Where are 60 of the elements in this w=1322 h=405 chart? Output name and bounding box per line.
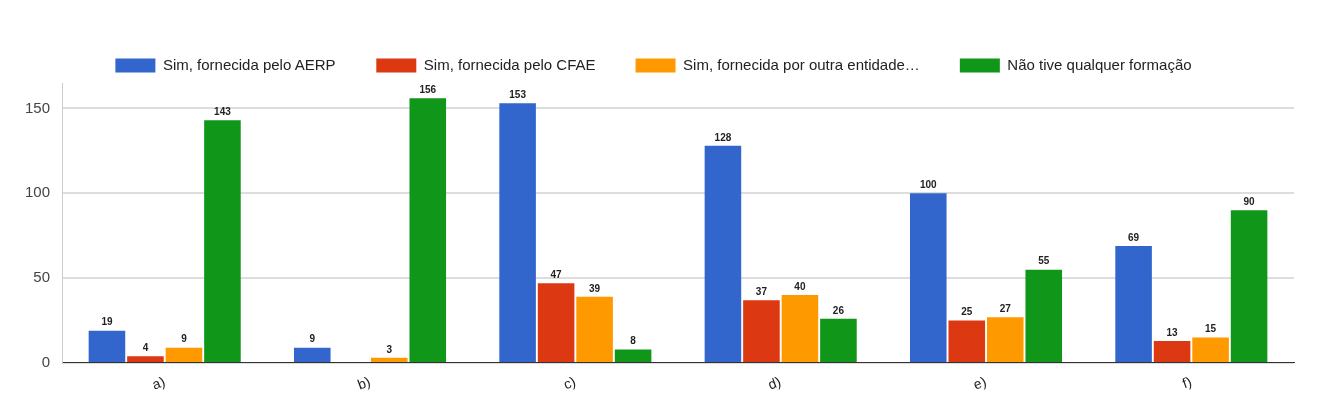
y-tick-label: 100 (25, 183, 51, 201)
bar (743, 300, 780, 362)
x-tick-label: c) (561, 373, 578, 393)
y-tick-label: 0 (41, 353, 51, 371)
x-tick-label: a) (149, 373, 168, 393)
bar (1230, 210, 1268, 362)
bar (986, 317, 1024, 362)
data-label: 40 (794, 280, 806, 292)
bar (1153, 340, 1191, 362)
legend-label: Sim, fornecida pelo CFAE (423, 55, 596, 73)
data-label: 25 (961, 306, 973, 318)
bar (165, 347, 203, 362)
bar (537, 283, 575, 362)
data-label: 8 (630, 335, 637, 347)
y-tick-label: 150 (25, 98, 51, 116)
data-label: 3 (386, 343, 393, 355)
bar (704, 145, 742, 362)
bar (293, 347, 331, 362)
bar (781, 295, 819, 362)
bar (409, 98, 447, 362)
data-label: 9 (181, 333, 188, 345)
data-label: 15 (1205, 323, 1217, 335)
legend-label: Não tive qualquer formação (1007, 55, 1192, 73)
data-label: 69 (1128, 231, 1140, 243)
bar (909, 193, 947, 362)
bar (1192, 337, 1229, 362)
data-label: 19 (101, 316, 113, 328)
legend-label: Sim, fornecida por outra entidade… (683, 55, 920, 73)
data-label: 153 (509, 89, 527, 101)
x-tick-label: e) (971, 373, 989, 393)
data-label: 143 (214, 106, 232, 118)
x-tick-label: d) (765, 373, 784, 393)
data-label: 37 (755, 285, 768, 297)
data-label: 39 (589, 282, 601, 294)
data-label: 100 (919, 179, 938, 191)
x-tick-label: f) (1180, 373, 1194, 392)
bar (127, 356, 164, 362)
y-tick-label: 50 (33, 268, 51, 286)
data-label: 26 (832, 304, 845, 316)
x-tick-label: b) (355, 373, 373, 393)
bar (499, 103, 536, 362)
bar (1025, 269, 1063, 362)
bar (370, 357, 408, 362)
bar (820, 318, 857, 362)
data-label: 13 (1166, 326, 1179, 338)
bar (948, 320, 986, 362)
data-label: 9 (309, 333, 316, 345)
data-label: 90 (1243, 196, 1256, 207)
data-label: 128 (714, 131, 732, 143)
data-label: 55 (1038, 255, 1050, 267)
bar (614, 349, 652, 362)
bar (88, 330, 126, 362)
data-label: 47 (550, 268, 563, 280)
data-label: 4 (142, 341, 149, 353)
data-label: 27 (999, 302, 1012, 314)
bar (204, 120, 241, 362)
legend-label: Sim, fornecida pelo AERP (162, 55, 336, 73)
bar (576, 296, 613, 362)
data-label: 156 (419, 84, 437, 96)
bar (1115, 245, 1152, 362)
